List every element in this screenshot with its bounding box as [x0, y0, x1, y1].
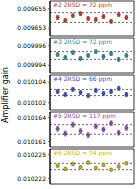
html-text:Amplifier gain: Amplifier gain — [0, 66, 10, 123]
svg-text:0.009655: 0.009655 — [17, 5, 46, 12]
svg-text:0.010102: 0.010102 — [17, 99, 46, 106]
svg-text:0.009994: 0.009994 — [17, 61, 46, 68]
svg-text:0.010225: 0.010225 — [17, 151, 46, 158]
svg-text:0.009996: 0.009996 — [17, 42, 46, 49]
html-text:#4 2RSD = 66 ppm: #4 2RSD = 66 ppm — [53, 75, 112, 82]
html-text:#3 2RSD = 72 ppm: #3 2RSD = 72 ppm — [53, 38, 112, 45]
html-text:#2 2RSD = 72 ppm: #2 2RSD = 72 ppm — [53, 1, 112, 8]
html-text:#6 2RSD = 74 ppm: #6 2RSD = 74 ppm — [53, 149, 112, 156]
svg-text:0.010222: 0.010222 — [17, 175, 46, 182]
svg-text:0.010161: 0.010161 — [17, 138, 46, 145]
svg-text:0.009653: 0.009653 — [17, 24, 46, 31]
svg-text:0.010164: 0.010164 — [17, 114, 46, 121]
svg-text:0.010104: 0.010104 — [17, 78, 46, 85]
html-text:#5 2RSD = 117 ppm: #5 2RSD = 117 ppm — [53, 112, 116, 119]
